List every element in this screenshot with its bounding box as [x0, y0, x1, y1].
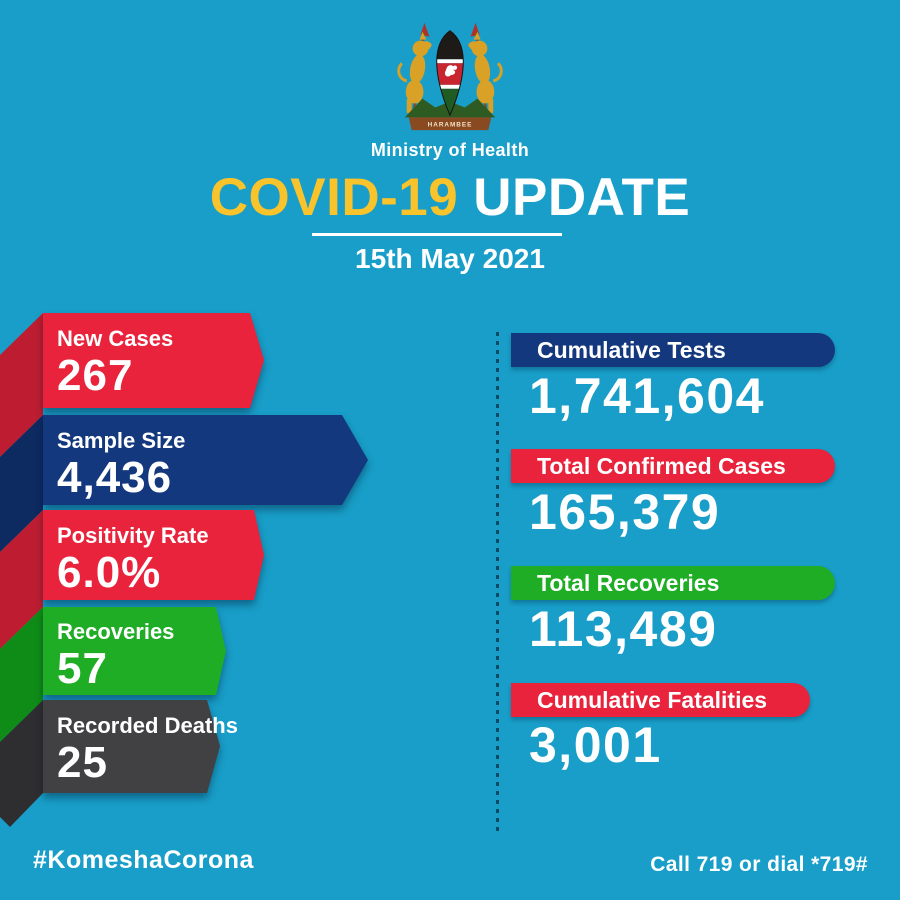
stat-value: 25 — [57, 738, 108, 788]
motto-scroll: HARAMBEE — [408, 117, 492, 131]
bar-label: Total Confirmed Cases — [537, 453, 786, 479]
hotline-info: Call 719 or dial *719# — [650, 853, 868, 876]
lion-right-icon — [465, 21, 503, 115]
value-cumulative-fatalities: 3,001 — [529, 717, 662, 773]
stat-value: 4,436 — [57, 453, 173, 503]
title-update: UPDATE — [473, 168, 691, 227]
bar-cumulative-tests: Cumulative Tests — [511, 333, 835, 367]
value-cumulative-tests: 1,741,604 — [529, 368, 765, 424]
ribbon-deaths — [43, 700, 220, 793]
bar-label: Cumulative Fatalities — [537, 687, 768, 713]
stat-new-cases: New Cases 267 — [57, 326, 173, 399]
campaign-hashtag: #KomeshaCorona — [33, 846, 254, 874]
stat-value: 267 — [57, 351, 134, 401]
stat-recoveries: Recoveries 57 — [57, 619, 174, 692]
bar-label: Cumulative Tests — [537, 337, 726, 363]
bar-label: Total Recoveries — [537, 570, 720, 596]
stat-label: Positivity Rate — [57, 523, 209, 548]
left-ribbon-stack — [0, 313, 368, 827]
ribbon-fold-deaths — [0, 700, 43, 827]
stat-label: New Cases — [57, 326, 174, 351]
stat-recorded-deaths: Recorded Deaths 25 — [57, 713, 238, 786]
title-underline — [312, 233, 562, 236]
stat-value: 57 — [57, 644, 108, 694]
ribbon-positivity — [43, 510, 264, 600]
lion-left-icon — [397, 21, 435, 115]
report-date: 15th May 2021 — [355, 243, 545, 274]
motto-text: HARAMBEE — [428, 122, 473, 129]
stat-label: Recorded Deaths — [57, 713, 238, 738]
shield-icon — [436, 30, 464, 116]
ribbon-sample-size — [43, 415, 368, 505]
kenya-coat-of-arms-icon: HARAMBEE — [397, 21, 503, 131]
stat-sample-size: Sample Size 4,436 — [57, 428, 185, 501]
ribbon-recoveries — [43, 607, 226, 695]
ribbon-fold-sample-size — [0, 415, 43, 552]
ribbon-fold-recoveries — [0, 607, 43, 742]
bar-cumulative-fatalities: Cumulative Fatalities — [511, 683, 810, 717]
stat-value: 6.0% — [57, 548, 162, 598]
stat-label: Recoveries — [57, 619, 175, 644]
value-total-recoveries: 113,489 — [529, 601, 718, 657]
bar-total-recoveries: Total Recoveries — [511, 566, 835, 600]
value-total-confirmed-cases: 165,379 — [529, 484, 721, 540]
dashed-divider — [496, 332, 499, 832]
stat-positivity-rate: Positivity Rate 6.0% — [57, 523, 209, 596]
stat-label: Sample Size — [57, 428, 186, 453]
ministry-name: Ministry of Health — [370, 140, 530, 160]
ribbon-new-cases — [43, 313, 264, 408]
ribbon-fold-positivity — [0, 510, 43, 649]
page-title: COVID-19 UPDATE — [0, 170, 900, 226]
ribbon-fold-new-cases — [0, 313, 43, 457]
bar-total-confirmed-cases: Total Confirmed Cases — [511, 449, 835, 483]
title-covid19: COVID-19 — [209, 168, 459, 227]
